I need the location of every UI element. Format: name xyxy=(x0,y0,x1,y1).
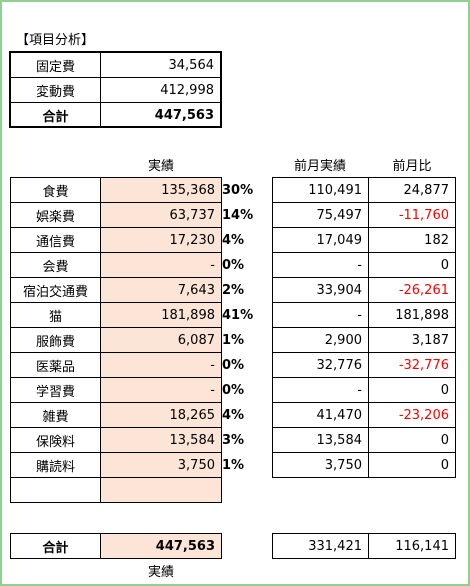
item-share: 41% xyxy=(222,307,254,323)
footer-label: 実績 xyxy=(147,564,174,580)
item-diff: 181,898 xyxy=(368,302,456,328)
item-diff: -23,206 xyxy=(368,402,456,428)
item-label: 猫 xyxy=(10,302,101,328)
item-label: 保険料 xyxy=(10,427,101,453)
item-diff: 0 xyxy=(368,427,456,453)
item-share: 0% xyxy=(222,357,245,373)
item-prev: 75,497 xyxy=(272,202,369,228)
item-share: 30% xyxy=(222,182,254,198)
item-prev: 110,491 xyxy=(272,177,369,203)
item-diff: 182 xyxy=(368,227,456,253)
header-ratio: 前月比 xyxy=(392,158,432,174)
item-prev: 41,470 xyxy=(272,402,369,428)
item-prev: 2,900 xyxy=(272,327,369,353)
item-label: 通信費 xyxy=(10,227,101,253)
item-actual: 135,368 xyxy=(100,177,222,203)
item-diff: -26,261 xyxy=(368,277,456,303)
item-diff: 0 xyxy=(368,377,456,403)
item-actual: 181,898 xyxy=(100,302,222,328)
item-diff: 0 xyxy=(368,452,456,478)
item-actual: - xyxy=(100,252,222,278)
item-diff: 3,187 xyxy=(368,327,456,353)
item-diff: 0 xyxy=(368,252,456,278)
total-prev: 331,421 xyxy=(272,533,369,559)
item-actual: 7,643 xyxy=(100,277,222,303)
item-share: 0% xyxy=(222,257,245,273)
item-share: 4% xyxy=(222,407,245,423)
empty-cell xyxy=(100,477,222,503)
item-actual: 18,265 xyxy=(100,402,222,428)
item-label: 会費 xyxy=(10,252,101,278)
item-prev: 17,049 xyxy=(272,227,369,253)
item-share: 1% xyxy=(222,457,245,473)
item-prev: - xyxy=(272,377,369,403)
item-label: 食費 xyxy=(10,177,101,203)
item-actual: - xyxy=(100,352,222,378)
total-actual: 447,563 xyxy=(100,533,222,559)
header-prev: 前月実績 xyxy=(293,158,346,174)
item-actual: 63,737 xyxy=(100,202,222,228)
item-actual: 13,584 xyxy=(100,427,222,453)
item-label: 雑費 xyxy=(10,402,101,428)
item-prev: 33,904 xyxy=(272,277,369,303)
item-actual: - xyxy=(100,377,222,403)
item-share: 0% xyxy=(222,382,245,398)
item-actual: 17,230 xyxy=(100,227,222,253)
item-prev: - xyxy=(272,302,369,328)
item-share: 14% xyxy=(222,207,254,223)
item-diff: -32,776 xyxy=(368,352,456,378)
item-diff: 24,877 xyxy=(368,177,456,203)
item-label: 宿泊交通費 xyxy=(10,277,101,303)
item-actual: 3,750 xyxy=(100,452,222,478)
item-share: 1% xyxy=(222,332,245,348)
item-prev: 32,776 xyxy=(272,352,369,378)
item-prev: - xyxy=(272,252,369,278)
item-prev: 3,750 xyxy=(272,452,369,478)
section-title: 【項目分析】 xyxy=(16,32,95,48)
item-label: 服飾費 xyxy=(10,327,101,353)
item-diff: -11,760 xyxy=(368,202,456,228)
total-label: 合計 xyxy=(10,533,101,559)
item-share: 4% xyxy=(222,232,245,248)
item-prev: 13,584 xyxy=(272,427,369,453)
item-label: 学習費 xyxy=(10,377,101,403)
empty-cell xyxy=(10,477,101,503)
item-share: 3% xyxy=(222,432,245,448)
total-diff: 116,141 xyxy=(368,533,456,559)
item-share: 2% xyxy=(222,282,245,298)
header-actual: 実績 xyxy=(147,158,174,174)
item-actual: 6,087 xyxy=(100,327,222,353)
item-label: 医薬品 xyxy=(10,352,101,378)
summary-border xyxy=(9,51,222,128)
item-label: 娯楽費 xyxy=(10,202,101,228)
item-label: 購読料 xyxy=(10,452,101,478)
